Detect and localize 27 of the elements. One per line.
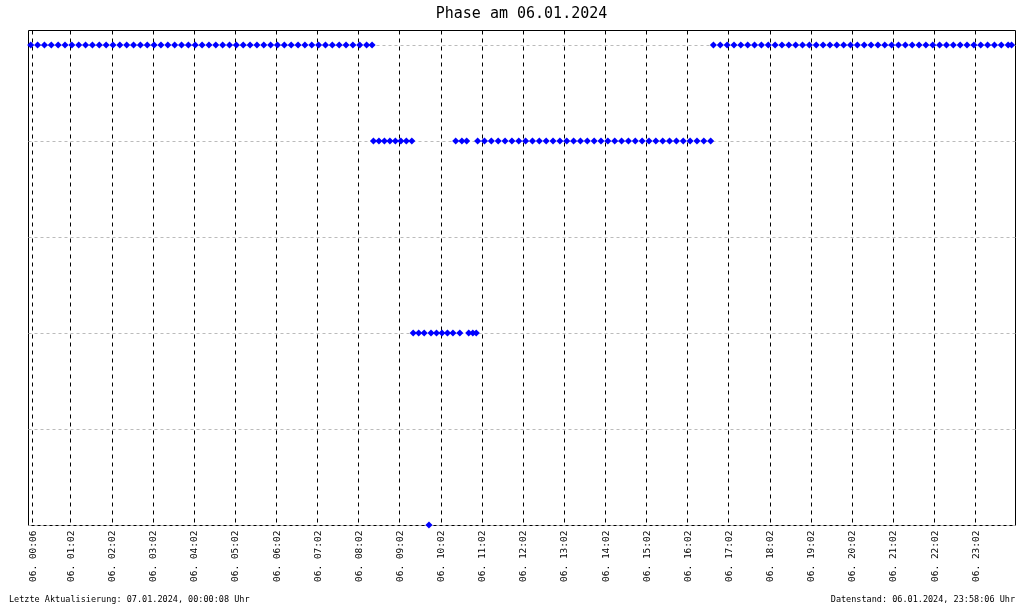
x-tick-label: 06. 03:02 <box>147 530 159 582</box>
x-tick-label: 06. 14:02 <box>599 530 611 582</box>
x-tick-label: 06. 17:02 <box>723 530 734 582</box>
x-tick-label: 06. 10:02 <box>435 530 447 582</box>
chart-title: Phase am 06.01.2024 <box>435 4 608 22</box>
x-tick-label: 06. 01:02 <box>65 530 76 582</box>
x-tick-label: 06. 04:02 <box>188 530 200 582</box>
text: Datenstand: 06.01.2024, 23:58:06 Uhr <box>830 594 1015 604</box>
x-tick-label: 06. 20:02 <box>846 530 858 582</box>
x-tick-label: 06. 13:02 <box>558 530 570 582</box>
text: Letzte Aktualisierung: 07.01.2024, 00:00:08 Uhr <box>9 594 250 604</box>
x-tick-label: 06. 16:02 <box>681 530 693 582</box>
x-tick-label: 06. 02:02 <box>106 530 118 582</box>
x-tick-label: 06. 15:02 <box>640 530 652 582</box>
x-tick-label: 06. 11:02 <box>476 530 488 582</box>
x-tick-label: 06. 22:02 <box>928 530 940 582</box>
x-tick-label: 06. 21:02 <box>887 530 899 582</box>
x-tick-label: 06. 12:02 <box>517 530 529 582</box>
x-tick-label: 06. 08:02 <box>352 530 364 582</box>
x-tick-label: 06. 19:02 <box>805 530 817 582</box>
x-tick-label: 06. 23:02 <box>969 530 981 582</box>
x-tick-label: 06. 18:02 <box>764 530 776 582</box>
x-tick-label: 06. 07:02 <box>311 530 323 582</box>
x-tick-label: 06. 09:02 <box>394 530 405 582</box>
x-tick-label: 06. 06:02 <box>270 530 282 582</box>
x-tick-label: 06. 05:02 <box>229 530 241 582</box>
x-tick-label: 06. 00:06 <box>26 530 38 582</box>
